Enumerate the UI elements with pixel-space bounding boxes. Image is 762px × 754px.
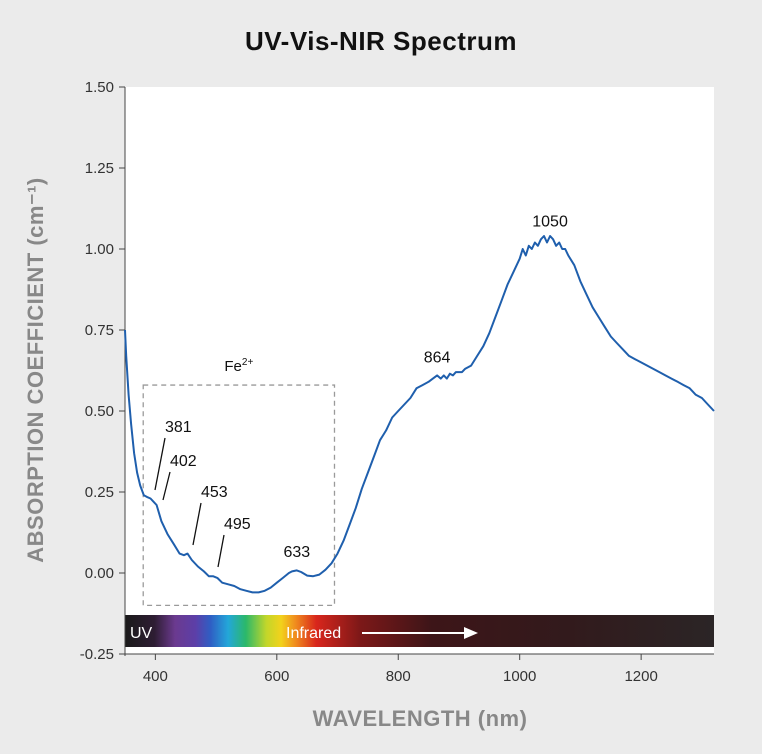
annotation-leader xyxy=(192,502,202,546)
annotation-label: 381 xyxy=(165,419,192,436)
y-tick-label: 0.75 xyxy=(85,322,114,339)
y-tick-label: 1.25 xyxy=(85,160,114,177)
series-line xyxy=(124,235,715,594)
y-tick-label: 1.50 xyxy=(85,79,114,96)
y-tick-label: -0.25 xyxy=(80,646,114,663)
annotation-leader xyxy=(162,471,171,501)
annotation-label: 495 xyxy=(224,516,251,533)
infrared-label: Infrared xyxy=(286,625,341,642)
annotation-leader xyxy=(154,437,166,491)
annotation-leader xyxy=(217,534,225,568)
annotation-label: 1050 xyxy=(532,213,568,230)
x-tick-label: 800 xyxy=(386,668,411,685)
y-tick-label: 0.50 xyxy=(85,403,114,420)
infrared-arrow-head xyxy=(464,627,478,639)
annotation-label: 864 xyxy=(424,349,451,366)
annotation-label: 402 xyxy=(170,453,197,470)
annotation-label: 633 xyxy=(283,544,310,561)
x-tick-label: 1200 xyxy=(624,668,657,685)
uv-label: UV xyxy=(130,625,153,642)
x-tick-label: 400 xyxy=(143,668,168,685)
chart-title: UV-Vis-NIR Spectrum xyxy=(245,26,517,56)
y-tick-label: 0.25 xyxy=(85,484,114,501)
spectrum-band xyxy=(125,615,714,647)
y-tick-label: 0.00 xyxy=(85,565,114,582)
x-tick-label: 600 xyxy=(264,668,289,685)
plot-background xyxy=(125,87,714,654)
y-tick-label: 1.00 xyxy=(85,241,114,258)
annotation-label: 453 xyxy=(201,484,228,501)
x-tick-label: 1000 xyxy=(503,668,536,685)
x-axis-label: WAVELENGTH (nm) xyxy=(312,706,528,731)
